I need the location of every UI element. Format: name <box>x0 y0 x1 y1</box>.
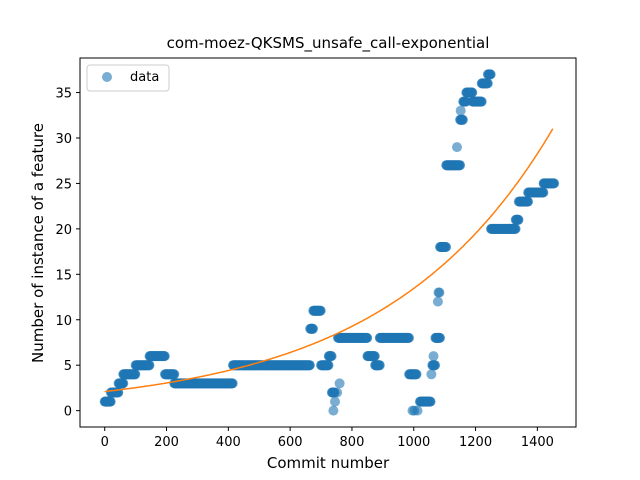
legend-label-data: data <box>130 70 159 85</box>
data-point <box>452 142 462 153</box>
data-point <box>308 323 318 334</box>
data-point <box>411 369 422 380</box>
data-point <box>332 387 343 398</box>
data-point <box>432 296 443 307</box>
data-point <box>457 114 468 125</box>
plot-frame <box>79 57 577 428</box>
data-point <box>455 160 466 171</box>
data-point <box>485 69 496 80</box>
data-point <box>159 351 170 362</box>
data-point <box>315 305 326 316</box>
data-point <box>374 360 385 371</box>
data-point <box>425 396 436 407</box>
data-point <box>428 351 439 362</box>
data-point <box>369 351 380 362</box>
data-point <box>435 332 445 343</box>
x-tick-label: 0 <box>101 435 109 450</box>
plot-layer <box>99 69 560 416</box>
ticks-layer: 0 200 400 600 800 1000 1200 1400 0 5 10 15 20 25 30 35 <box>55 87 553 450</box>
data-point <box>330 396 340 407</box>
y-tick-label: 0 <box>64 405 72 420</box>
data-point <box>434 287 445 298</box>
data-point <box>513 214 524 225</box>
x-axis-label: Commit number <box>267 454 390 472</box>
y-tick-label: 20 <box>55 223 72 238</box>
y-tick-label: 25 <box>55 177 72 192</box>
data-point <box>430 360 441 371</box>
y-tick-label: 30 <box>55 132 72 147</box>
legend-marker-data <box>102 72 112 82</box>
chart-title: com-moez-QKSMS_unsafe_call-exponential <box>167 34 490 53</box>
x-tick-label: 1400 <box>521 435 554 450</box>
x-tick-label: 800 <box>340 435 365 450</box>
data-point <box>362 332 373 343</box>
x-tick-label: 400 <box>216 435 241 450</box>
data-point <box>441 242 452 252</box>
y-tick-label: 35 <box>55 87 72 102</box>
data-point <box>549 178 560 189</box>
y-tick-label: 15 <box>55 268 72 283</box>
data-point <box>476 96 487 107</box>
data-point <box>510 223 521 234</box>
data-point <box>455 105 466 116</box>
data-point <box>326 351 337 362</box>
data-point <box>118 378 129 389</box>
data-point <box>104 396 115 407</box>
data-point <box>227 378 238 389</box>
data-point <box>304 360 315 371</box>
x-tick-label: 1200 <box>459 435 492 450</box>
x-tick-label: 200 <box>154 435 179 450</box>
data-point <box>538 187 549 198</box>
data-point <box>328 405 339 416</box>
data-point <box>169 369 180 380</box>
data-point <box>482 78 493 89</box>
data-point <box>412 405 423 416</box>
data-point <box>467 87 478 98</box>
data-point <box>323 360 334 371</box>
y-axis-label: Number of instance of a feature <box>29 123 47 363</box>
data-point <box>130 369 141 380</box>
data-point <box>426 369 437 380</box>
x-tick-label: 1000 <box>397 435 430 450</box>
legend-box <box>86 64 170 92</box>
y-tick-label: 10 <box>55 314 72 329</box>
x-tick-label: 600 <box>278 435 303 450</box>
fit-curve <box>104 128 554 393</box>
data-point <box>523 196 534 207</box>
y-tick-label: 5 <box>64 359 72 374</box>
data-point <box>334 378 345 389</box>
data-point <box>144 360 155 371</box>
legend: data <box>86 64 170 92</box>
data-point <box>404 332 414 343</box>
